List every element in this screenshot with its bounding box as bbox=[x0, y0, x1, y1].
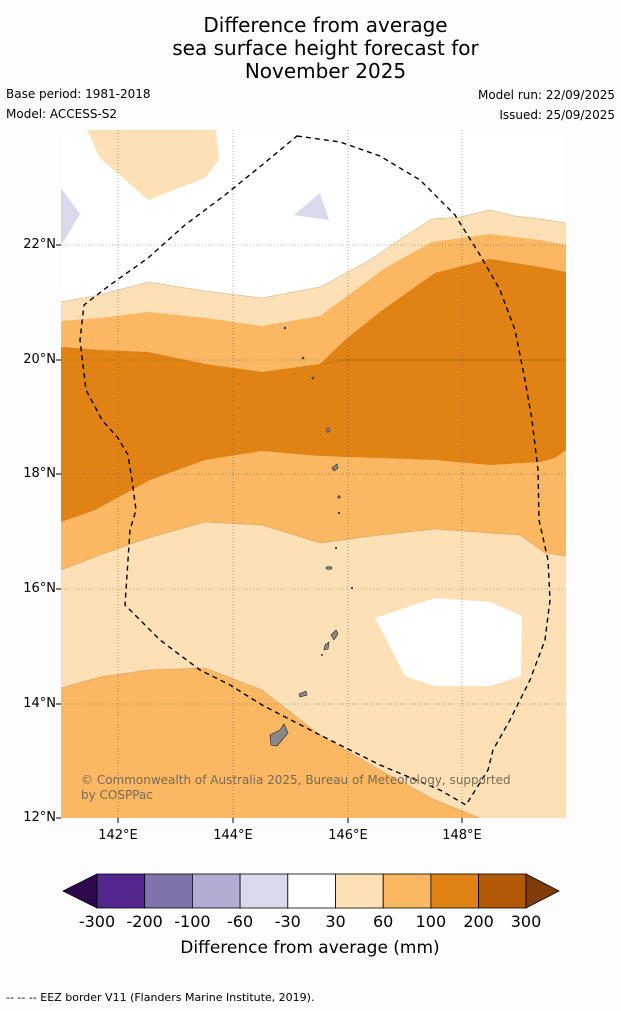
colorbar-tick-label: -60 bbox=[227, 912, 254, 931]
eez-legend: -- -- -- EEZ border V11 (Flanders Marine… bbox=[6, 991, 315, 1004]
colorbar-tick-label: -100 bbox=[174, 912, 211, 931]
lat-label: 12°N bbox=[23, 810, 56, 825]
colorbar-bin bbox=[144, 873, 193, 909]
colorbar-bin bbox=[191, 873, 241, 909]
colorbar-tick-label: -300 bbox=[78, 912, 116, 931]
islands bbox=[269, 326, 354, 747]
lon-label: 148°E bbox=[442, 828, 482, 843]
colorbar-tick-label: 100 bbox=[415, 912, 447, 931]
lat-label: 20°N bbox=[23, 352, 56, 367]
lat-label: 14°N bbox=[23, 696, 56, 711]
colorbar-tick-label: 200 bbox=[463, 912, 494, 931]
contour-lines bbox=[61, 209, 566, 818]
colorbar-title: Difference from average (mm) bbox=[180, 938, 440, 958]
title-line-1: Difference from average bbox=[203, 13, 448, 37]
contour-line-200 bbox=[319, 359, 566, 365]
gridlines bbox=[61, 130, 566, 818]
colorbar-bin bbox=[335, 873, 384, 909]
model-text: Model: ACCESS-S2 bbox=[6, 107, 118, 121]
lat-label: 22°N bbox=[23, 237, 56, 252]
lon-label: 144°E bbox=[213, 828, 253, 843]
band-neg-east bbox=[294, 193, 329, 220]
colorbar-bin bbox=[382, 873, 432, 909]
colorbar bbox=[62, 873, 560, 909]
band-neg-west bbox=[61, 188, 80, 246]
colorbar-tick-label: 300 bbox=[510, 912, 542, 931]
model-run-text: Model run: 22/09/2025 bbox=[477, 88, 615, 102]
band-neutral-southeast bbox=[375, 598, 522, 686]
chart-title: Difference from average sea surface heig… bbox=[0, 14, 621, 83]
colorbar-bin bbox=[430, 873, 479, 909]
colorbar-bin bbox=[478, 873, 527, 909]
band-100-200 bbox=[61, 259, 566, 522]
map-field bbox=[61, 130, 566, 818]
lon-label: 142°E bbox=[98, 828, 138, 843]
colorbar-tick-label: -200 bbox=[126, 912, 163, 931]
title-line-2: sea surface height forecast for bbox=[172, 36, 479, 60]
colorbar-bin bbox=[96, 873, 146, 909]
colorbar-tick-label: 30 bbox=[325, 912, 346, 931]
lat-label: 18°N bbox=[23, 466, 56, 481]
copyright-credit: © Commonwealth of Australia 2025, Bureau… bbox=[81, 773, 511, 802]
colorbar-tick-label: 60 bbox=[373, 912, 394, 931]
guam-island bbox=[269, 723, 289, 747]
colorbar-bin bbox=[287, 873, 336, 909]
lon-label: 146°E bbox=[328, 828, 368, 843]
axis-ticks bbox=[56, 244, 463, 823]
issued-text: Issued: 25/09/2025 bbox=[499, 108, 615, 122]
colorbar-extend-high bbox=[525, 873, 560, 909]
eez-border bbox=[79, 135, 551, 806]
lat-label: 16°N bbox=[23, 581, 56, 596]
colorbar-extend-low bbox=[62, 873, 98, 909]
base-period-text: Base period: 1981-2018 bbox=[6, 87, 151, 101]
colorbar-tick-label: -30 bbox=[274, 912, 301, 931]
title-line-3: November 2025 bbox=[244, 59, 407, 83]
colorbar-bin bbox=[239, 873, 289, 909]
band-30-60-northwest bbox=[87, 130, 219, 200]
